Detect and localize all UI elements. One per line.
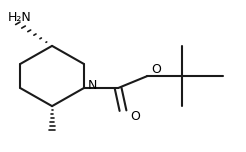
Text: H₂N: H₂N	[8, 11, 32, 24]
Text: N: N	[88, 79, 97, 92]
Text: O: O	[130, 110, 140, 123]
Text: O: O	[151, 64, 161, 76]
